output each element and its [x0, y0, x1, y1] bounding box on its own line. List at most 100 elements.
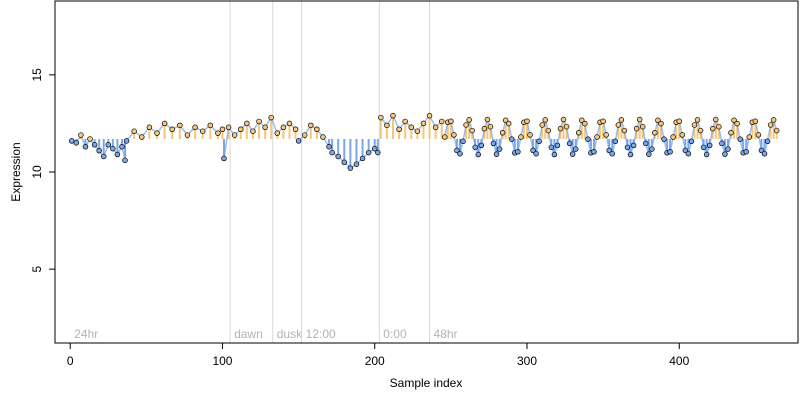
- data-point: [225, 124, 232, 131]
- data-point: [545, 127, 552, 134]
- plot-frame: [54, 0, 799, 344]
- data-point: [326, 143, 332, 150]
- data-point: [515, 149, 521, 155]
- data-point: [438, 118, 445, 125]
- data-point: [442, 134, 448, 140]
- y-tick-label: 5: [30, 266, 44, 273]
- data-point: [378, 114, 384, 121]
- data-point: [624, 144, 631, 151]
- data-point: [606, 147, 612, 154]
- data-point: [146, 124, 153, 131]
- data-point: [481, 125, 488, 132]
- data-point: [347, 165, 354, 171]
- data-point: [679, 132, 686, 138]
- data-point: [670, 134, 676, 140]
- data-point: [636, 116, 643, 123]
- data-point: [752, 118, 759, 125]
- data-point: [359, 155, 366, 162]
- data-point: [524, 118, 530, 125]
- data-point: [353, 161, 360, 167]
- data-point: [207, 122, 214, 129]
- data-point: [600, 118, 606, 125]
- data-point: [691, 122, 698, 128]
- data-point: [219, 126, 226, 132]
- data-point: [502, 117, 509, 124]
- y-tick-label: 15: [30, 68, 44, 82]
- data-point: [472, 144, 478, 151]
- data-point: [131, 128, 137, 134]
- data-point: [706, 142, 713, 149]
- data-point: [703, 151, 710, 158]
- data-point: [539, 122, 545, 128]
- data-point: [542, 117, 549, 123]
- data-point: [603, 132, 609, 138]
- data-point: [594, 134, 600, 140]
- data-point: [122, 157, 128, 164]
- data-point: [661, 136, 667, 142]
- data-point: [737, 136, 743, 142]
- data-point: [114, 151, 121, 158]
- data-point: [719, 140, 725, 147]
- data-point: [642, 140, 649, 147]
- x-tick-label: 100: [212, 354, 232, 368]
- data-point: [716, 123, 722, 130]
- annotation-label: 48hr: [434, 327, 458, 341]
- data-point: [697, 127, 704, 134]
- data-point: [475, 151, 482, 158]
- y-tick-label: 10: [30, 165, 44, 179]
- data-point: [694, 117, 701, 123]
- data-point: [262, 124, 268, 131]
- data-point: [119, 143, 125, 150]
- data-point: [221, 155, 227, 162]
- data-point: [560, 116, 567, 123]
- data-point: [68, 138, 75, 144]
- data-point: [615, 122, 622, 128]
- data-point: [329, 149, 335, 156]
- data-point: [466, 117, 472, 123]
- data-point: [627, 151, 634, 158]
- data-point: [646, 151, 652, 157]
- data-point: [569, 151, 576, 157]
- data-point: [244, 120, 250, 127]
- data-point: [451, 132, 457, 138]
- data-point: [169, 126, 175, 132]
- data-point: [493, 151, 500, 157]
- data-point: [758, 147, 765, 154]
- data-point: [530, 147, 536, 154]
- data-point: [184, 132, 191, 138]
- data-point: [667, 149, 673, 155]
- data-point: [533, 150, 539, 157]
- data-point: [582, 120, 588, 127]
- data-point: [460, 138, 466, 145]
- data-point: [527, 132, 533, 138]
- data-point: [274, 130, 281, 136]
- data-point: [585, 136, 591, 142]
- data-point: [639, 123, 646, 130]
- data-point: [454, 147, 460, 154]
- data-point: [286, 120, 293, 127]
- data-point: [154, 130, 160, 136]
- data-point: [73, 140, 80, 146]
- data-point: [432, 124, 439, 131]
- data-point: [469, 127, 475, 134]
- data-point: [139, 134, 145, 140]
- data-point: [457, 150, 463, 157]
- annotation-label: dusk: [277, 327, 303, 341]
- data-point: [630, 142, 637, 149]
- data-point: [536, 138, 542, 145]
- data-point: [652, 129, 658, 136]
- data-point: [734, 120, 740, 127]
- data-point: [764, 138, 771, 145]
- data-point: [557, 125, 564, 132]
- data-point: [105, 142, 112, 148]
- data-point: [743, 149, 749, 155]
- data-point: [761, 150, 768, 157]
- data-point: [215, 130, 221, 136]
- data-points: [68, 112, 780, 171]
- data-point: [414, 128, 421, 134]
- data-point: [700, 144, 707, 151]
- data-point: [676, 118, 682, 125]
- x-tick-label: 0: [67, 354, 74, 368]
- data-point: [682, 147, 689, 154]
- data-point: [320, 134, 326, 140]
